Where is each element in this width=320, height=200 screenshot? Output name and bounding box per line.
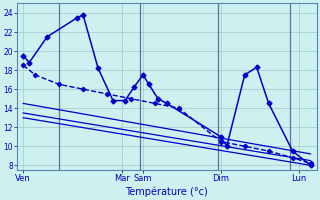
- X-axis label: Température (°c): Température (°c): [125, 186, 208, 197]
